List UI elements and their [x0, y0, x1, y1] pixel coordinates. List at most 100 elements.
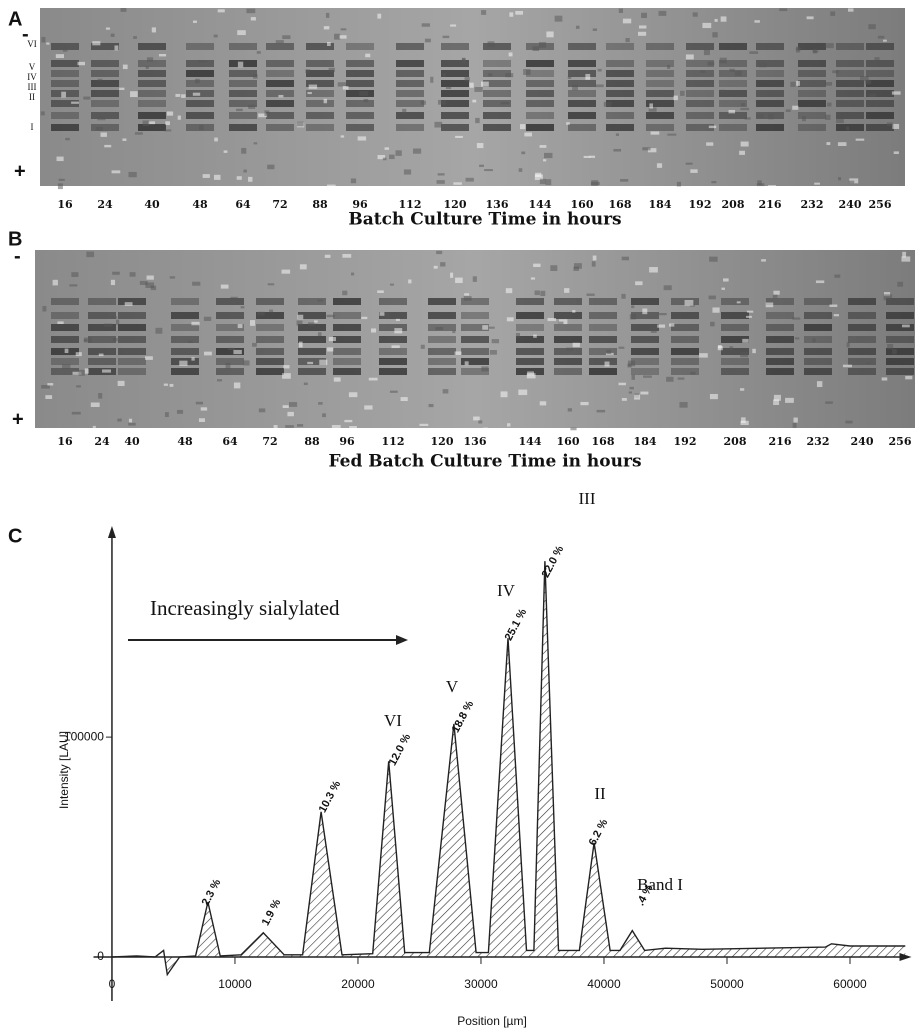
gel-noise — [679, 402, 688, 408]
gel-noise — [554, 15, 563, 22]
gel-noise — [46, 42, 50, 45]
gel-band — [428, 336, 456, 343]
gel-noise — [538, 42, 547, 48]
gel-noise — [75, 352, 82, 357]
gel-noise — [883, 39, 887, 42]
gel-noise — [435, 327, 444, 331]
lane-label: 144 — [519, 435, 542, 448]
gel-noise — [297, 314, 304, 320]
polarity: - — [22, 23, 29, 45]
peak-area-label: 6.2 % — [587, 817, 611, 848]
gel-band — [568, 100, 596, 107]
gel-band — [118, 324, 146, 331]
gel-band — [671, 348, 699, 355]
gel-noise — [52, 279, 58, 286]
gel-noise — [801, 116, 806, 122]
gel-band — [766, 324, 794, 331]
gel-noise — [785, 109, 791, 112]
gel-band — [686, 100, 714, 107]
gel-noise — [40, 111, 45, 116]
lane-label: 120 — [431, 435, 454, 448]
gel-noise — [539, 401, 547, 406]
gel-noise — [634, 394, 641, 400]
gel-noise — [204, 351, 212, 356]
gel-band — [804, 348, 832, 355]
gel-noise — [217, 9, 225, 13]
gel-noise — [453, 182, 462, 185]
axis-title: Fed Batch Culture Time in hours — [328, 452, 641, 472]
gel-noise — [420, 344, 425, 349]
gel-noise — [524, 132, 532, 137]
lane-label: 16 — [57, 435, 73, 448]
gel-band — [186, 80, 214, 87]
gel-band — [516, 348, 544, 355]
gel-noise — [361, 316, 368, 320]
gel-band — [606, 80, 634, 87]
gel-band — [428, 298, 456, 305]
band-label: V — [29, 62, 36, 72]
gel-noise — [357, 136, 367, 141]
gel-noise — [344, 419, 353, 423]
gel-band — [798, 124, 826, 131]
gel-noise — [592, 28, 598, 31]
gel-band — [554, 324, 582, 331]
gel-noise — [487, 326, 495, 329]
gel-band — [441, 100, 469, 107]
gel-noise — [833, 314, 840, 317]
gel-band — [766, 298, 794, 305]
gel-band — [646, 43, 674, 50]
gel-noise — [595, 84, 604, 88]
gel-noise — [767, 114, 774, 120]
gel-band — [88, 348, 116, 355]
gel-band — [554, 312, 582, 319]
band-label: II — [29, 92, 35, 102]
gel-band — [256, 336, 284, 343]
trace — [111, 561, 906, 977]
gel-noise — [710, 321, 715, 327]
gel-noise — [478, 420, 483, 424]
gel-band — [804, 298, 832, 305]
gel-band — [721, 298, 749, 305]
gel-noise — [720, 89, 725, 93]
gel-noise — [56, 156, 64, 162]
gel-band — [441, 70, 469, 77]
gel-band — [298, 336, 326, 343]
gel-noise — [649, 267, 658, 273]
gel-noise — [326, 314, 335, 318]
gel-noise — [342, 86, 349, 90]
gel-noise — [69, 284, 78, 287]
gel-band — [886, 324, 914, 331]
peak-area-label: 12.0 % — [387, 732, 414, 768]
gel-noise — [518, 389, 528, 396]
gel-band — [526, 90, 554, 97]
gel-noise — [566, 347, 574, 352]
lane-label: 168 — [609, 198, 632, 211]
gel-noise — [650, 131, 660, 135]
gel-noise — [489, 350, 497, 355]
gel-noise — [836, 118, 844, 124]
gel-band — [266, 112, 294, 119]
gel-band — [266, 90, 294, 97]
gel-noise — [613, 148, 622, 152]
gel-band — [798, 43, 826, 50]
gel-noise — [349, 426, 357, 430]
lane-label: 112 — [399, 198, 422, 211]
gel-noise — [455, 277, 463, 284]
gel-noise — [442, 35, 450, 39]
gel-noise — [754, 20, 760, 23]
gel-band — [756, 43, 784, 50]
gel-noise — [237, 323, 243, 329]
gel-noise — [181, 94, 186, 98]
gel-noise — [199, 125, 204, 131]
gel-band — [298, 348, 326, 355]
gel-band — [836, 70, 864, 77]
gel-noise — [256, 51, 261, 54]
gel-noise — [175, 93, 181, 97]
gel-noise — [812, 50, 819, 53]
gel-noise — [721, 287, 725, 290]
lane-label: 256 — [889, 435, 912, 448]
gel-noise — [627, 360, 636, 367]
gel-noise — [523, 69, 531, 75]
gel-noise — [707, 61, 715, 66]
gel-noise — [685, 54, 694, 60]
